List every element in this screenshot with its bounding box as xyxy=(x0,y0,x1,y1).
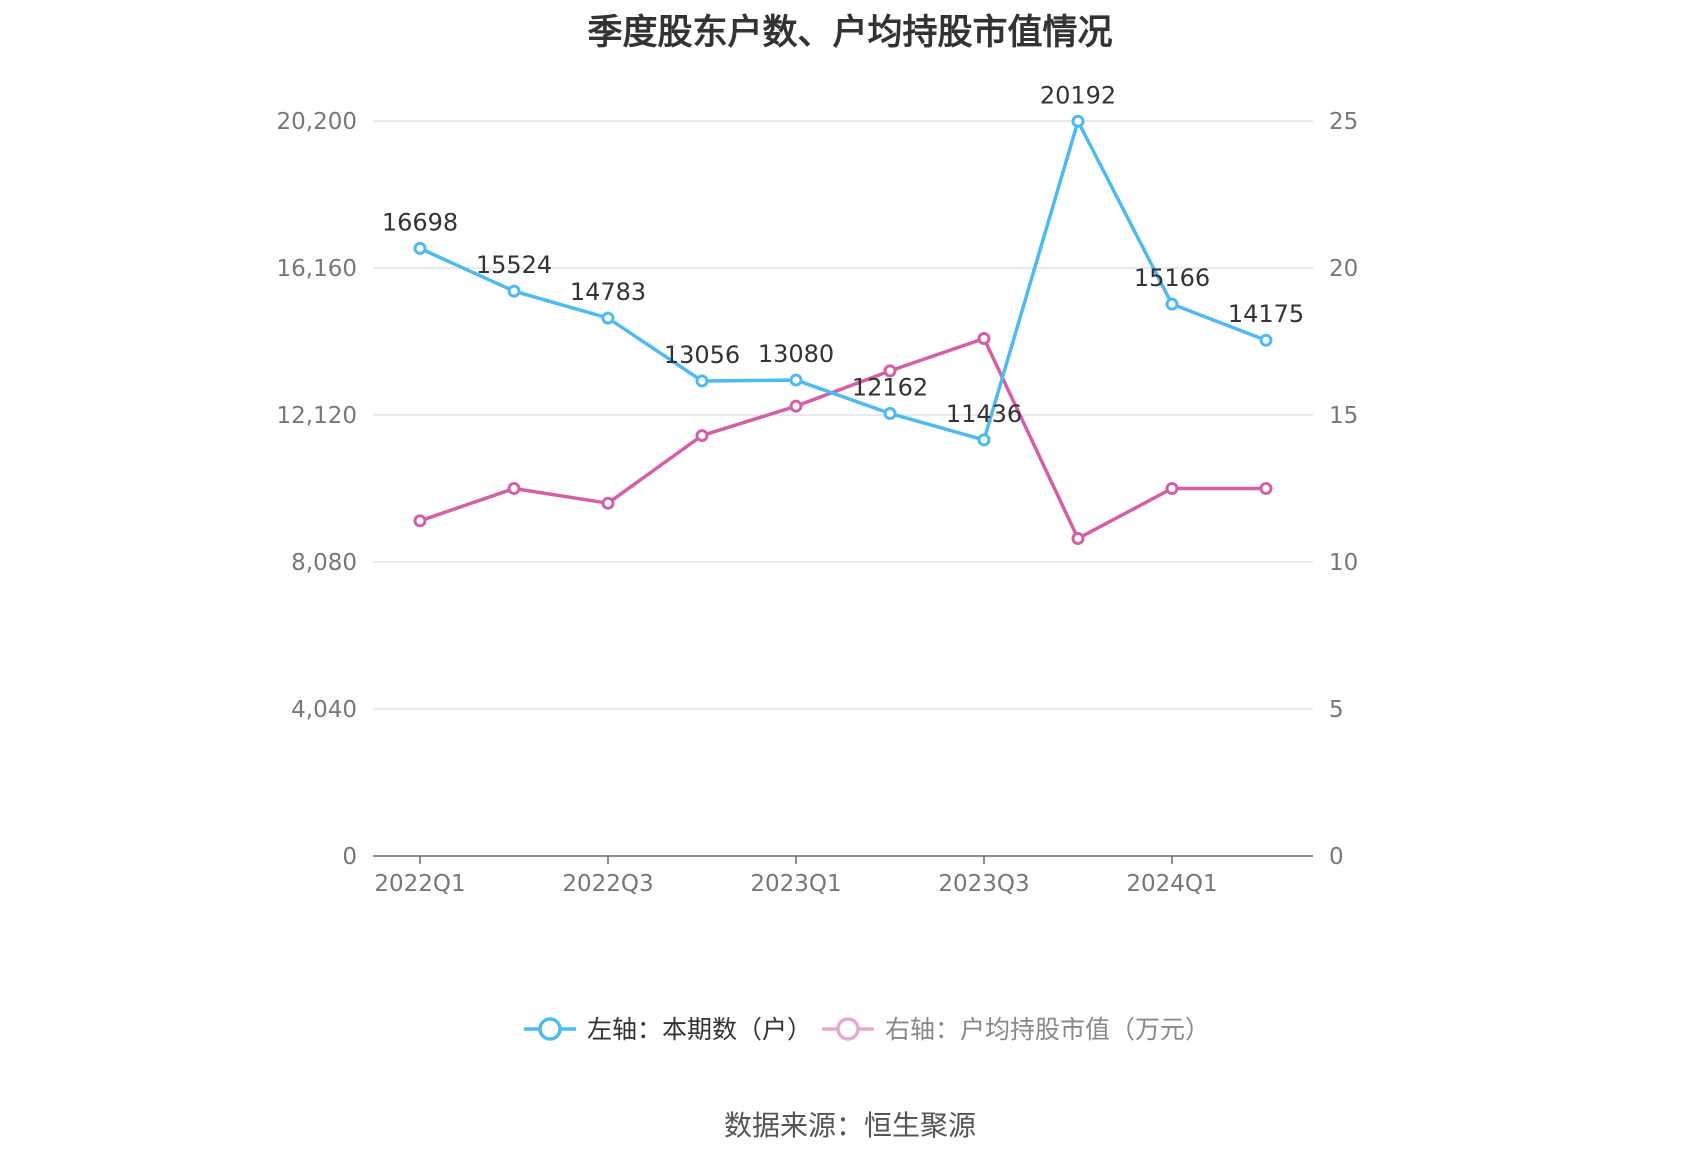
chart-title: 季度股东户数、户均持股市值情况 xyxy=(587,13,1113,53)
data-label: 14175 xyxy=(1228,300,1304,328)
y-right-tick-label: 25 xyxy=(1329,109,1358,135)
y-left-tick-label: 20,200 xyxy=(277,109,357,135)
data-point-right xyxy=(695,429,709,443)
data-point-left xyxy=(789,373,803,387)
legend-marker xyxy=(836,1017,860,1041)
x-tick-label: 2023Q3 xyxy=(938,871,1029,897)
y-right-tick-label: 20 xyxy=(1329,256,1358,282)
data-label: 13056 xyxy=(664,341,740,369)
data-source: 数据来源：恒生聚源 xyxy=(723,1109,976,1142)
data-label: 14783 xyxy=(570,278,646,306)
y-left-tick-label: 0 xyxy=(342,844,357,870)
series-line-left xyxy=(419,119,1267,442)
y-left-tick-label: 16,160 xyxy=(277,256,357,282)
data-point-right xyxy=(1165,482,1179,495)
y-left-tick-label: 8,080 xyxy=(291,550,357,576)
x-tick-label: 2023Q1 xyxy=(750,871,841,897)
y-left-tick-label: 4,040 xyxy=(291,697,357,723)
data-point-right xyxy=(883,364,897,378)
data-point-left xyxy=(1071,114,1085,128)
x-tick-label: 2024Q1 xyxy=(1126,871,1217,897)
y-right-tick-label: 10 xyxy=(1329,550,1358,576)
data-label: 11436 xyxy=(946,400,1022,428)
data-point-left xyxy=(601,311,615,325)
y-right-tick-label: 15 xyxy=(1329,403,1358,429)
x-tick-label: 2022Q3 xyxy=(562,871,653,897)
y-left-tick-label: 12,120 xyxy=(277,403,357,429)
data-point-right xyxy=(413,514,427,528)
y-right-tick-label: 5 xyxy=(1329,697,1344,723)
data-point-right xyxy=(507,482,521,495)
data-point-left xyxy=(977,433,991,447)
data-point-left xyxy=(1165,297,1179,311)
legend-label: 右轴：户均持股市值（万元） xyxy=(885,1015,1210,1044)
data-point-left xyxy=(1259,333,1273,347)
data-point-left xyxy=(413,241,427,255)
legend-label: 左轴：本期数（户） xyxy=(587,1015,812,1044)
data-point-left xyxy=(695,374,709,388)
data-point-right xyxy=(1071,531,1085,545)
data-label: 13080 xyxy=(758,340,834,368)
x-tick-label: 2022Q1 xyxy=(374,871,465,897)
data-point-right xyxy=(977,332,991,346)
data-point-left xyxy=(507,284,521,298)
data-label: 20192 xyxy=(1040,81,1116,109)
series-line-right xyxy=(419,336,1266,541)
data-point-right xyxy=(601,496,615,510)
data-label: 16698 xyxy=(382,208,458,236)
data-label: 12162 xyxy=(852,373,928,401)
data-label: 15524 xyxy=(476,251,552,279)
legend-marker xyxy=(538,1017,562,1041)
data-point-left xyxy=(883,406,897,420)
y-right-tick-label: 0 xyxy=(1329,844,1344,870)
data-point-right xyxy=(789,399,803,413)
data-point-right xyxy=(1259,482,1273,495)
data-label: 15166 xyxy=(1134,264,1210,292)
